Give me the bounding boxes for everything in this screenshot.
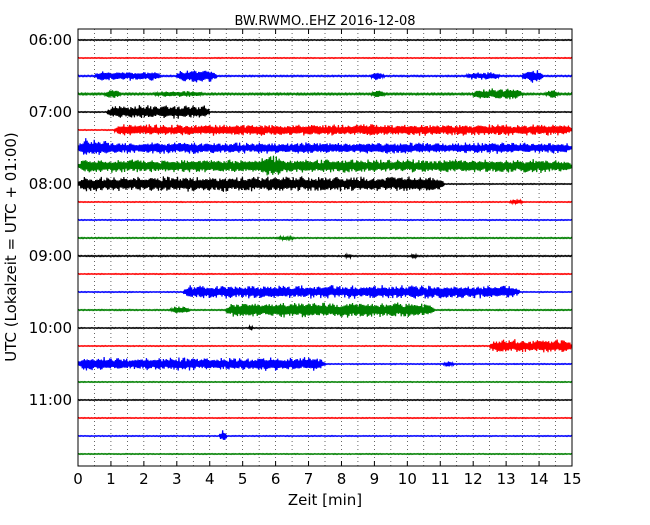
x-tick-label-12: 12 — [464, 470, 483, 488]
plot-frame — [77, 28, 573, 467]
trace-0830 — [77, 218, 573, 222]
y-tick-label-1000: 10:00 — [29, 319, 72, 337]
trace-1115 — [77, 416, 573, 420]
trace-0745 — [77, 155, 573, 176]
y-tick-label-0700: 07:00 — [29, 103, 72, 121]
x-tick-label-2: 2 — [139, 470, 149, 488]
y-tick-label-0600: 06:00 — [29, 31, 72, 49]
trace-0600 — [77, 38, 573, 42]
x-tick-label-1: 1 — [106, 470, 116, 488]
x-tick-label-7: 7 — [304, 470, 314, 488]
trace-0730 — [77, 138, 573, 155]
x-tick-label-5: 5 — [238, 470, 248, 488]
x-tick-label-8: 8 — [337, 470, 347, 488]
x-tick-label-11: 11 — [431, 470, 450, 488]
trace-1100 — [77, 398, 573, 402]
y-axis-label: UTC (Lokalzeit = UTC + 01:00) — [2, 132, 20, 362]
trace-1000 — [77, 324, 573, 331]
y-tick-label-0900: 09:00 — [29, 247, 72, 265]
x-tick-label-6: 6 — [271, 470, 281, 488]
tick-layer: 0 1 2 3 4 5 6 7 8 9 10 11 12 13 14 1506:0007:0008:0009:… — [29, 29, 582, 488]
x-tick-label-13: 13 — [497, 470, 516, 488]
x-tick-label-9: 9 — [370, 470, 380, 488]
x-tick-label-14: 14 — [530, 470, 549, 488]
trace-1145 — [77, 452, 573, 456]
trace-0800 — [77, 176, 573, 192]
y-tick-label-0800: 08:00 — [29, 175, 72, 193]
trace-layer — [77, 38, 573, 456]
chart-title: BW.RWMO..EHZ 2016-12-08 — [234, 14, 415, 29]
trace-0615 — [77, 56, 573, 60]
trace-0630 — [77, 70, 573, 83]
x-tick-label-3: 3 — [172, 470, 182, 488]
x-tick-label-4: 4 — [205, 470, 215, 488]
trace-1130 — [77, 430, 573, 440]
trace-0815 — [77, 198, 573, 206]
y-tick-label-1100: 11:00 — [29, 391, 72, 409]
x-tick-label-0: 0 — [73, 470, 83, 488]
trace-0700 — [77, 105, 573, 119]
trace-0945 — [77, 302, 573, 318]
trace-0645 — [77, 88, 573, 100]
trace-0930 — [77, 285, 573, 299]
trace-1030 — [77, 357, 573, 371]
x-tick-label-10: 10 — [398, 470, 417, 488]
x-axis-label: Zeit [min] — [288, 491, 362, 509]
trace-0915 — [77, 272, 573, 276]
trace-0715 — [77, 124, 573, 136]
trace-1015 — [77, 339, 573, 353]
grid-layer — [94, 29, 556, 466]
trace-0845 — [77, 234, 573, 242]
x-tick-label-15: 15 — [562, 470, 581, 488]
trace-0900 — [77, 252, 573, 260]
trace-1045 — [77, 380, 573, 384]
